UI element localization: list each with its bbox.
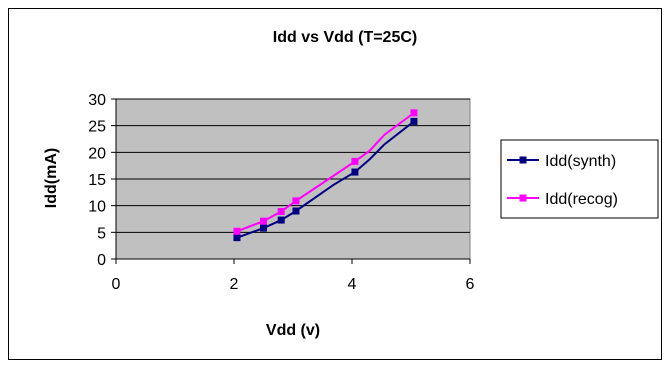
- series-line: [236, 112, 415, 233]
- series-line: [236, 120, 415, 239]
- x-tick-label: 6: [466, 276, 475, 293]
- plot-area: 0 5 10 15 20 25 30 0 2 4 6: [88, 92, 474, 293]
- y-tick-label: 5: [97, 225, 106, 242]
- data-point: [410, 117, 418, 125]
- legend-swatch-marker: [519, 194, 527, 202]
- data-point: [277, 216, 285, 224]
- y-axis-label: Idd(mA): [43, 148, 60, 208]
- legend-box: [500, 139, 659, 219]
- data-point: [277, 208, 285, 216]
- y-tick-label: 15: [88, 172, 106, 189]
- x-tick-label: 0: [112, 276, 121, 293]
- legend-swatch-marker: [519, 156, 527, 164]
- data-point: [410, 109, 418, 117]
- data-point: [351, 168, 359, 176]
- data-point: [260, 224, 267, 232]
- data-point: [260, 217, 267, 225]
- data-point: [292, 197, 300, 205]
- y-tick-label: 30: [88, 92, 106, 109]
- legend-label: Idd(recog): [545, 191, 618, 208]
- data-point: [233, 234, 241, 242]
- x-tick-label: 4: [348, 276, 357, 293]
- y-tick-label: 0: [97, 252, 106, 269]
- data-point: [292, 207, 300, 215]
- y-tick-label: 20: [88, 145, 106, 162]
- legend-label: Idd(synth): [545, 153, 616, 170]
- y-tick-label: 10: [88, 199, 106, 216]
- y-axis-label-wrap: Idd(mA): [43, 148, 60, 208]
- data-point: [351, 157, 359, 165]
- x-tick-label: 2: [230, 276, 239, 293]
- legend: Idd(synth) Idd(recog): [500, 139, 659, 219]
- x-axis-label: Vdd (v): [266, 322, 320, 339]
- data-point: [233, 227, 241, 235]
- y-tick-label: 25: [88, 119, 106, 136]
- chart-title: Idd vs Vdd (T=25C): [273, 29, 417, 46]
